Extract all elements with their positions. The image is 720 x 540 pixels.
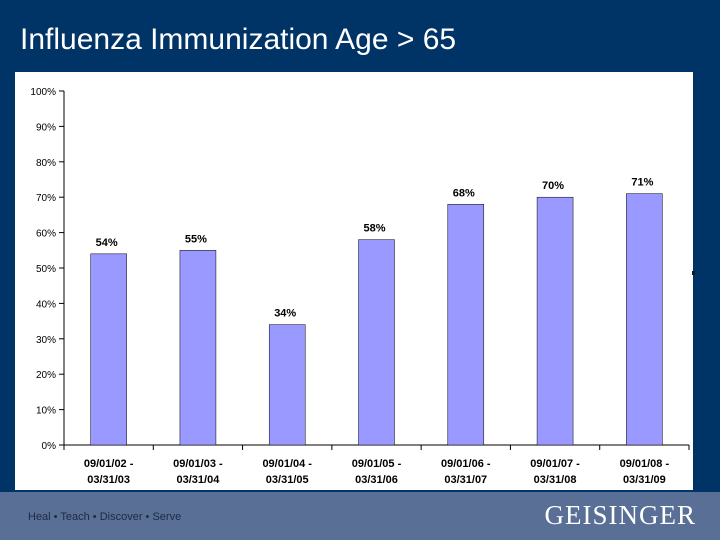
x-tick-label: 03/31/09: [623, 474, 666, 486]
chart-panel: 0% 10% 20% 30% 40% 50% 60% 70% 80% 90% 100% 54% 09/0…: [15, 72, 693, 490]
y-tick-label: 70%: [36, 193, 56, 204]
x-tick-label: 03/31/03: [87, 474, 130, 486]
y-tick-label: 40%: [36, 299, 56, 310]
x-tick-label: 09/01/07 -: [530, 458, 580, 470]
data-label: 54%: [96, 237, 118, 249]
bar: [447, 204, 485, 446]
bar: [626, 193, 663, 446]
x-tick-label: 03/31/04: [177, 474, 221, 486]
y-tick-label: 100%: [30, 87, 56, 98]
data-label: 34%: [274, 308, 296, 320]
bar: [90, 253, 127, 446]
y-tick-label: 80%: [36, 158, 56, 169]
x-tick-label: 03/31/06: [355, 474, 398, 486]
bar-chart: 0% 10% 20% 30% 40% 50% 60% 70% 80% 90% 100% 54% 09/0…: [30, 87, 690, 486]
data-label: 70%: [542, 180, 564, 192]
y-tick-label: 50%: [36, 264, 56, 275]
y-tick-label: 60%: [36, 229, 56, 240]
y-tick-label: 30%: [36, 335, 56, 346]
x-tick-label: 09/01/03 -: [173, 458, 223, 470]
x-tick-label: 09/01/04 -: [262, 458, 312, 470]
x-tick-label: 09/01/02 -: [84, 458, 134, 470]
bar: [536, 196, 574, 446]
data-label: 68%: [453, 187, 475, 199]
x-tick-label: 03/31/08: [534, 474, 577, 486]
geisinger-logo: GEISINGER: [544, 500, 696, 530]
tagline: Heal • Teach • Discover • Serve: [28, 511, 182, 523]
page-title: Influenza Immunization Age > 65: [20, 23, 457, 56]
bar: [179, 250, 217, 446]
data-label: 71%: [631, 177, 653, 189]
data-label: 58%: [363, 223, 385, 235]
bar: [358, 239, 395, 446]
x-tick-label: 03/31/07: [444, 474, 487, 486]
data-label: 55%: [185, 233, 207, 245]
x-tick-label: 09/01/08 -: [620, 458, 670, 470]
footer-bar: Heal • Teach • Discover • Serve GEISINGE…: [0, 492, 720, 540]
x-tick-label: 09/01/06 -: [441, 458, 491, 470]
y-tick-label: 20%: [36, 370, 56, 381]
slide-marker: [692, 271, 695, 275]
y-tick-label: 0%: [42, 441, 57, 452]
y-tick-label: 90%: [36, 122, 56, 133]
bar: [268, 324, 306, 446]
x-tick-label: 03/31/05: [266, 474, 309, 486]
y-tick-label: 10%: [36, 406, 56, 417]
x-tick-label: 09/01/05 -: [352, 458, 402, 470]
